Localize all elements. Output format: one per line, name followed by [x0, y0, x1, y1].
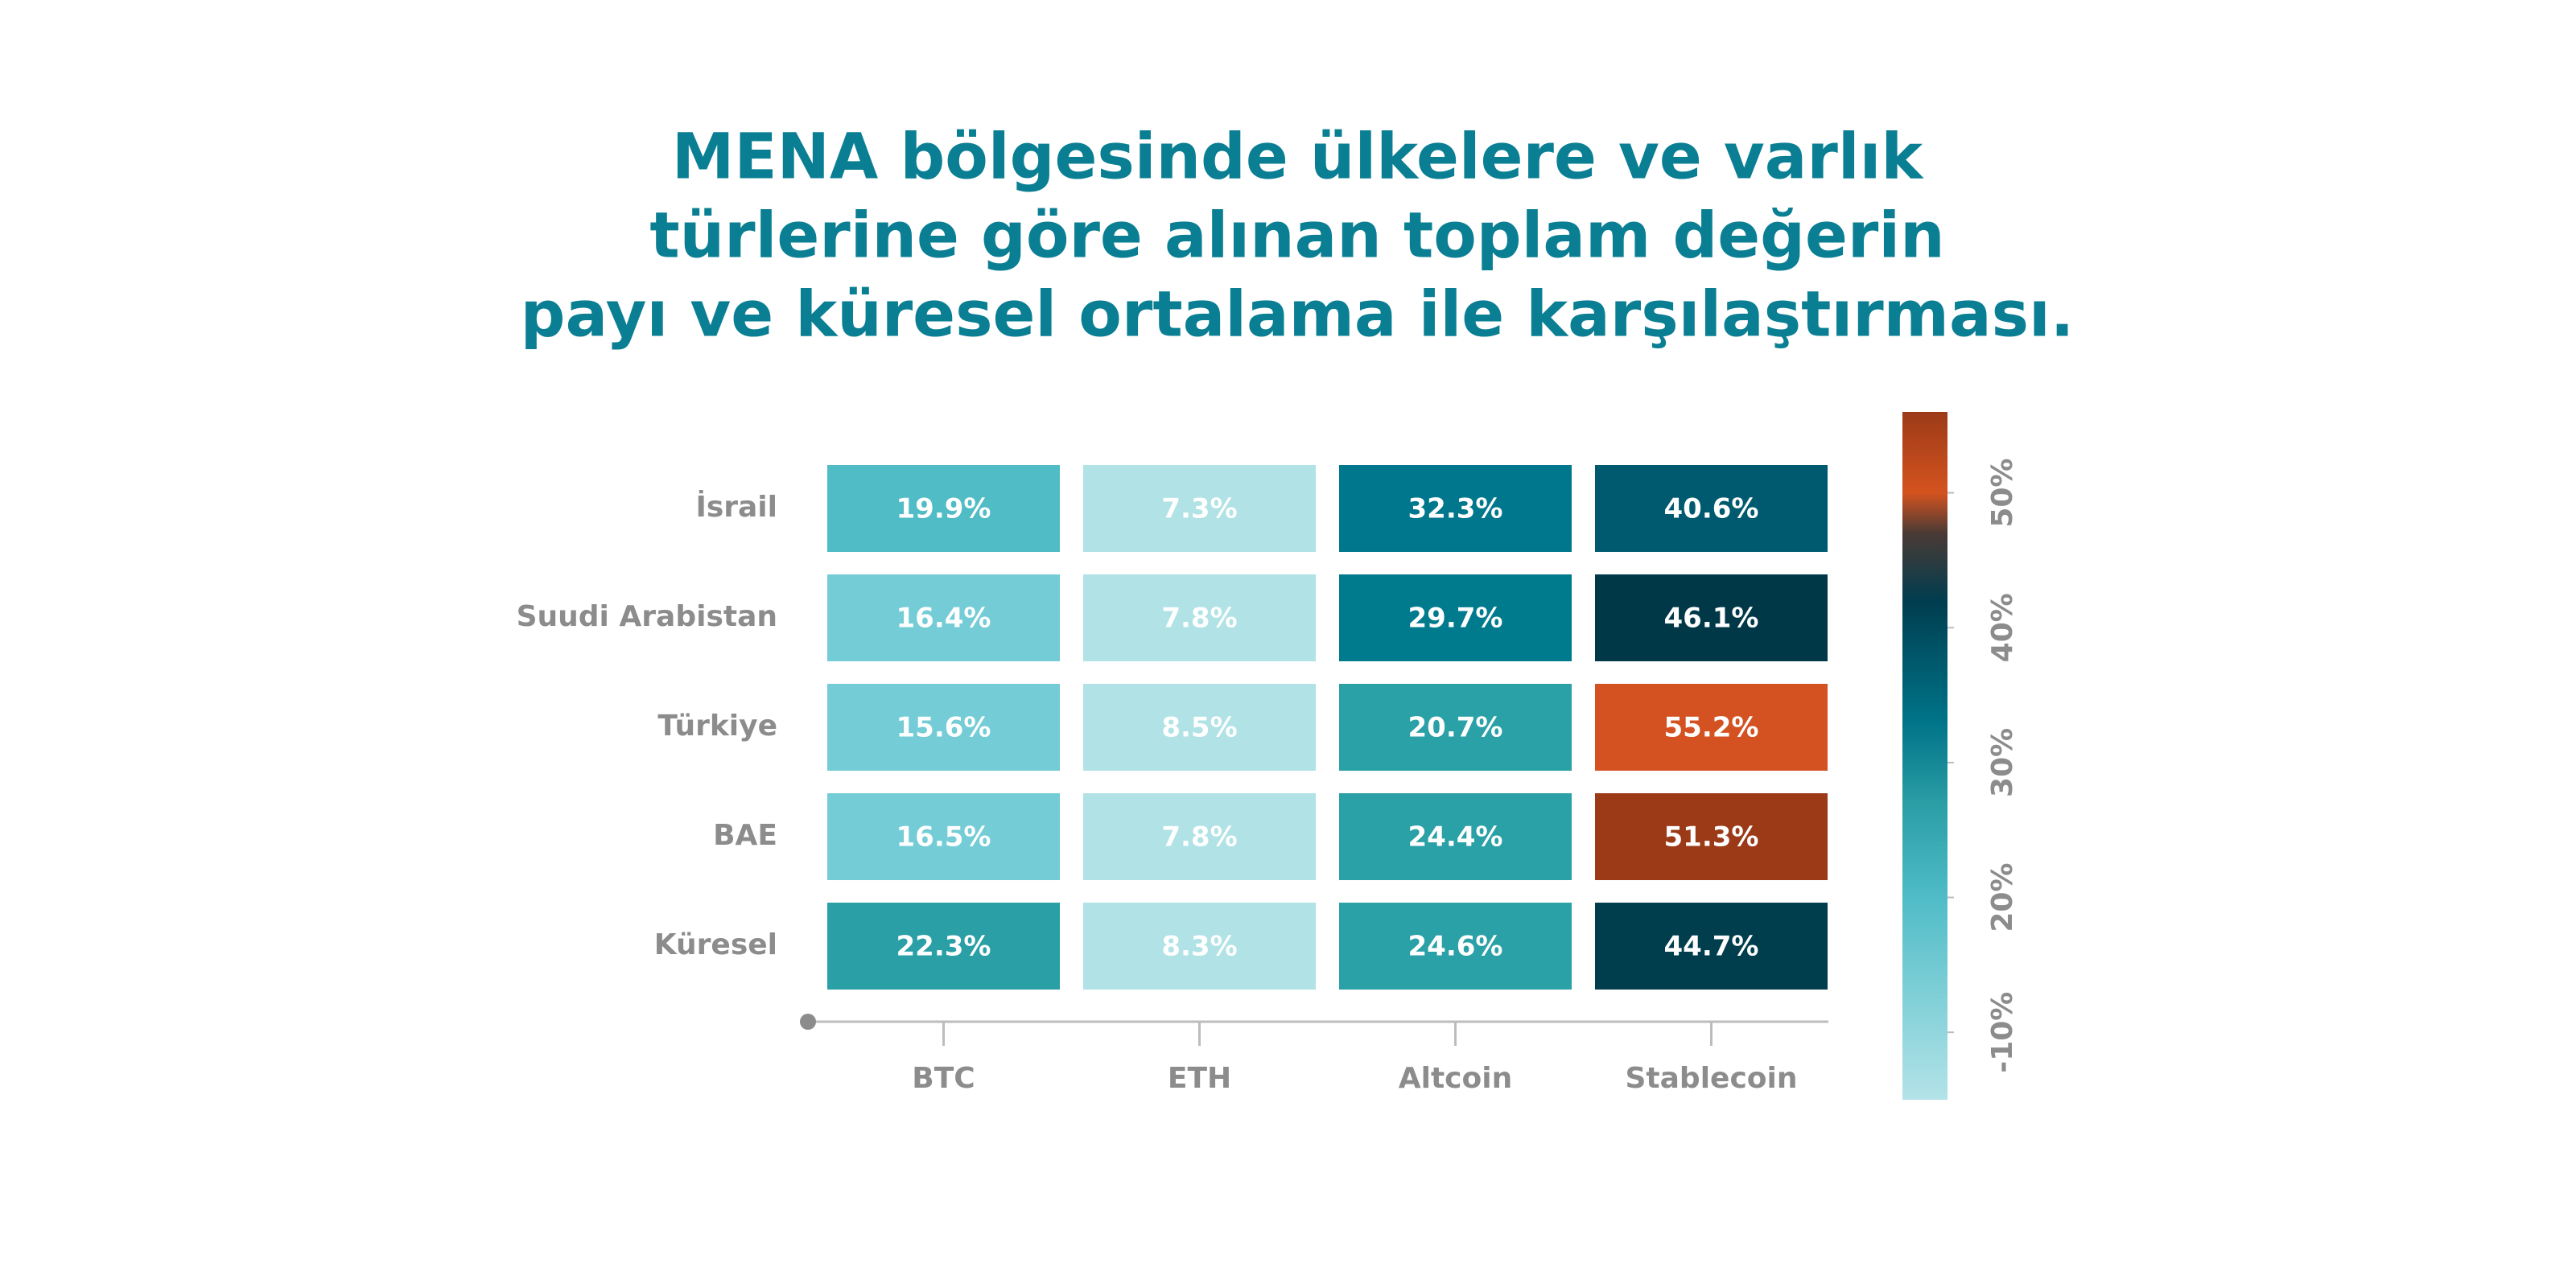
y-tick-label: Türkiye [657, 710, 777, 743]
chart-title: payı ve küresel ortalama ile karşılaştır… [521, 278, 2075, 351]
heat-cell [827, 684, 1060, 771]
heat-cell [1083, 903, 1316, 990]
value-label: 55.2% [1664, 712, 1759, 744]
heat-cell [1595, 684, 1828, 771]
heat-cell [1083, 793, 1316, 880]
value-label: 44.7% [1664, 931, 1759, 963]
value-label: 7.3% [1161, 493, 1237, 525]
heat-cell [827, 793, 1060, 880]
x-tick-label: ETH [1168, 1062, 1231, 1095]
value-label: 8.3% [1161, 931, 1237, 963]
value-label: 32.3% [1408, 493, 1503, 525]
heat-cell [1339, 684, 1572, 771]
value-label: 7.8% [1161, 603, 1237, 635]
heat-cell [827, 903, 1060, 990]
chart-title: MENA bölgesinde ülkelere ve varlık [672, 121, 1925, 193]
heat-cell [827, 465, 1060, 552]
y-tick-label: Küresel [654, 928, 777, 961]
value-label: 29.7% [1408, 603, 1503, 635]
value-label: 24.4% [1408, 821, 1503, 854]
axis-dot [800, 1014, 816, 1030]
heat-cell [1595, 465, 1828, 552]
heat-cell [1595, 903, 1828, 990]
heat-cell [1083, 684, 1316, 771]
colorbar-tick-label: 30% [1986, 728, 2019, 797]
colorbar [1902, 412, 1947, 1100]
value-label: 16.5% [896, 821, 991, 854]
value-label: 24.6% [1408, 931, 1503, 963]
colorbar-tick-label: 50% [1986, 459, 2019, 528]
heat-cell [1339, 465, 1572, 552]
y-tick-label: Suudi Arabistan [517, 600, 777, 633]
value-label: 7.8% [1161, 821, 1237, 854]
colorbar-tick-label: -10% [1986, 992, 2019, 1073]
y-tick-label: İsrail [695, 490, 777, 524]
heat-cell [827, 574, 1060, 661]
x-tick-label: BTC [912, 1062, 975, 1095]
heat-cell [1339, 903, 1572, 990]
heat-cell [1083, 465, 1316, 552]
x-tick-label: Altcoin [1399, 1062, 1512, 1095]
value-label: 16.4% [896, 603, 991, 635]
value-label: 40.6% [1664, 493, 1759, 525]
heat-cell [1339, 574, 1572, 661]
y-tick-label: BAE [713, 819, 777, 852]
value-label: 20.7% [1408, 712, 1503, 744]
heat-cell [1083, 574, 1316, 661]
colorbar-tick-label: 40% [1986, 593, 2019, 662]
value-label: 15.6% [896, 712, 991, 744]
value-label: 46.1% [1664, 603, 1759, 635]
value-label: 19.9% [896, 493, 991, 525]
value-label: 8.5% [1161, 712, 1237, 744]
heat-cell [1595, 793, 1828, 880]
chart-title: türlerine göre alınan toplam değerin [649, 200, 1944, 272]
value-label: 22.3% [896, 931, 991, 963]
heat-cell [1595, 574, 1828, 661]
heat-cell [1339, 793, 1572, 880]
x-tick-label: Stablecoin [1626, 1062, 1798, 1095]
colorbar-tick-label: 20% [1986, 862, 2019, 932]
value-label: 51.3% [1664, 821, 1759, 854]
